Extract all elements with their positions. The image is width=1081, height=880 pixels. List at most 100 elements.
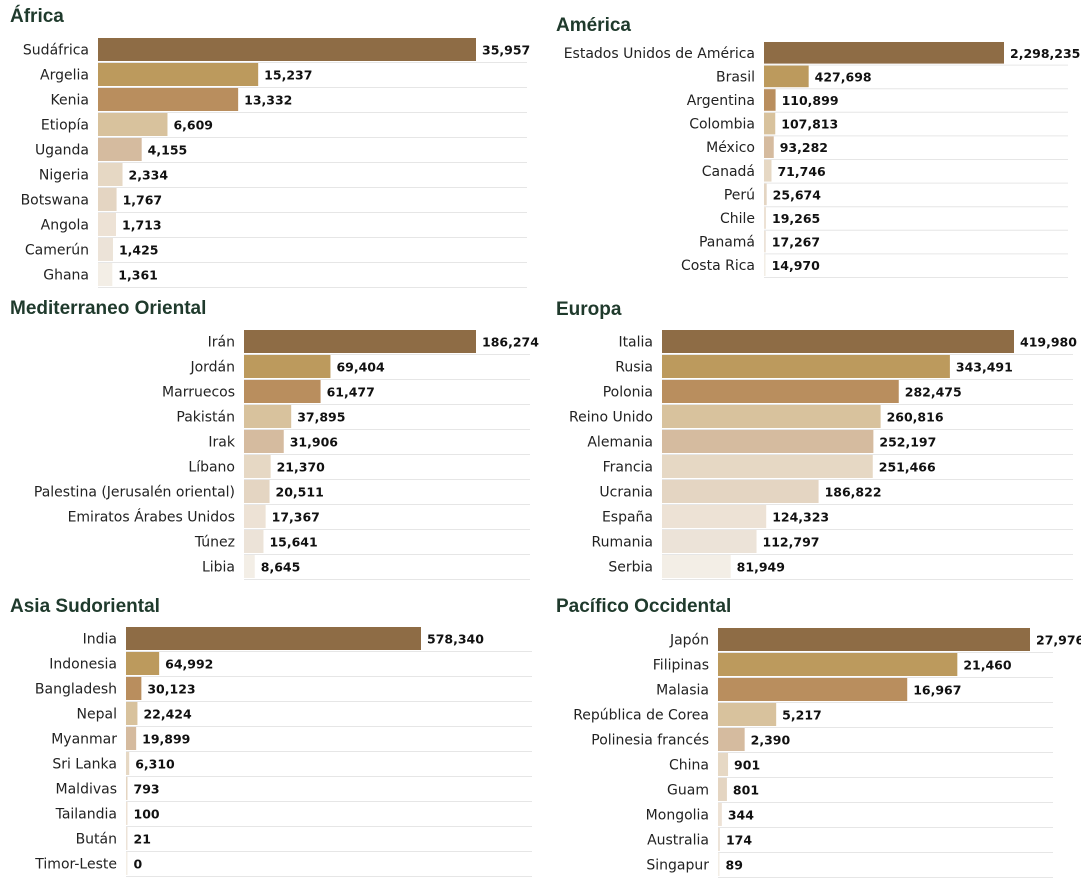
category-label: Irak <box>208 435 235 451</box>
value-label: 1,767 <box>123 193 163 208</box>
bar-row: Botswana 1,767 <box>21 188 527 213</box>
value-label: 2,298,235 <box>1010 46 1080 61</box>
panel-mediterraneo: Mediterraneo Oriental Irán 186,274 Jordán 6… <box>10 298 540 583</box>
bar-row: Kenia 13,332 <box>51 88 527 113</box>
category-label: República de Corea <box>573 708 709 724</box>
category-label: Pakistán <box>176 410 235 426</box>
bar <box>244 405 291 428</box>
category-label: Italia <box>618 335 653 351</box>
value-label: 81,949 <box>737 560 785 575</box>
category-label: Palestina (Jerusalén oriental) <box>34 485 235 501</box>
value-label: 419,980 <box>1020 335 1077 350</box>
value-label: 578,340 <box>427 632 484 647</box>
bar <box>126 627 421 650</box>
category-label: Nigeria <box>39 168 89 184</box>
bar <box>244 430 284 453</box>
bar-row: Filipinas 21,460 <box>653 653 1053 678</box>
value-label: 186,274 <box>482 335 539 350</box>
bar-row: Canadá 71,746 <box>702 160 1068 183</box>
bar-row: Túnez 15,641 <box>194 530 530 555</box>
bar <box>126 677 141 700</box>
bar <box>764 42 1004 64</box>
category-label: Camerún <box>25 243 89 259</box>
panel-pacifico: Pacífico Occidental Japón 27,976 Filipinas… <box>556 596 1081 878</box>
value-label: 19,265 <box>772 211 820 226</box>
bar <box>718 678 907 701</box>
value-label: 69,404 <box>336 360 385 375</box>
bar-row: Sri Lanka 6,310 <box>52 752 532 777</box>
category-label: Sudáfrica <box>23 43 89 59</box>
value-label: 252,197 <box>879 435 936 450</box>
bar <box>764 136 774 158</box>
value-label: 17,267 <box>772 235 820 250</box>
bar <box>244 530 263 553</box>
value-label: 801 <box>733 783 759 798</box>
value-label: 15,237 <box>264 68 312 83</box>
value-label: 37,895 <box>297 410 345 425</box>
bar-row: Australia 174 <box>647 828 1053 853</box>
chart-mediterraneo: Irán 186,274 Jordán 69,404 Marruecos 61,477 Pa… <box>10 330 540 584</box>
panel-title: Mediterraneo Oriental <box>10 298 206 320</box>
bar-row: Japón 27,976 <box>669 628 1081 653</box>
category-label: Polonia <box>603 385 653 401</box>
bar <box>662 530 757 553</box>
category-label: Malasia <box>656 683 709 699</box>
category-label: Emiratos Árabes Unidos <box>68 509 235 526</box>
category-label: Brasil <box>716 69 755 85</box>
bar-row: Panamá 17,267 <box>699 231 1068 254</box>
bar-row: Tailandia 100 <box>55 802 532 827</box>
value-label: 20,511 <box>276 485 324 500</box>
bar-row: Nigeria 2,334 <box>39 163 527 188</box>
bar <box>718 853 720 876</box>
bar-row: Guam 801 <box>667 778 1053 803</box>
value-label: 793 <box>134 782 160 797</box>
value-label: 2,334 <box>129 168 169 183</box>
chart-europa: Italia 419,980 Rusia 343,491 Polonia 282,475 R… <box>556 330 1076 584</box>
bar-row: República de Corea 5,217 <box>573 703 1053 728</box>
value-label: 110,899 <box>782 93 839 108</box>
category-label: Reino Unido <box>569 410 653 426</box>
bar <box>126 802 128 825</box>
bar <box>764 113 775 135</box>
bar-row: Líbano 21,370 <box>188 455 530 480</box>
category-label: Argelia <box>40 68 89 84</box>
value-label: 93,282 <box>780 140 828 155</box>
bar <box>764 160 771 182</box>
bar-row: Ucrania 186,822 <box>599 480 1073 505</box>
value-label: 21,460 <box>963 658 1012 673</box>
value-label: 1,425 <box>119 243 159 258</box>
bar <box>126 727 136 750</box>
bar <box>662 480 819 503</box>
value-label: 17,367 <box>272 510 320 525</box>
bar-row: Uganda 4,155 <box>35 138 527 163</box>
bar-row: Jordán 69,404 <box>189 355 530 380</box>
category-label: Nepal <box>77 707 117 723</box>
bar-row: Mongolia 344 <box>646 803 1053 828</box>
bar <box>244 455 271 478</box>
value-label: 8,645 <box>261 560 301 575</box>
category-label: Japón <box>669 633 709 649</box>
bar-row: Bangladesh 30,123 <box>35 677 532 702</box>
bar <box>718 803 722 826</box>
category-label: India <box>83 632 117 648</box>
value-label: 901 <box>734 758 760 773</box>
panel-title: Asia Sudoriental <box>10 596 160 618</box>
value-label: 16,967 <box>913 683 961 698</box>
bar <box>244 480 270 503</box>
value-label: 344 <box>728 808 754 823</box>
bar <box>98 163 123 186</box>
value-label: 27,976 <box>1036 633 1081 648</box>
category-label: Argentina <box>687 93 755 109</box>
value-label: 71,746 <box>777 164 826 179</box>
bar-row: Costa Rica 14,970 <box>681 254 1068 277</box>
category-label: Ghana <box>43 268 89 284</box>
value-label: 2,390 <box>751 733 791 748</box>
value-label: 112,797 <box>763 535 820 550</box>
category-label: Marruecos <box>162 385 235 401</box>
bar <box>764 89 776 111</box>
bar <box>98 88 238 111</box>
bar-row: Camerún 1,425 <box>25 238 527 263</box>
bar <box>718 703 776 726</box>
bar-row: Polinesia francés 2,390 <box>591 728 1053 753</box>
bar <box>98 113 167 136</box>
